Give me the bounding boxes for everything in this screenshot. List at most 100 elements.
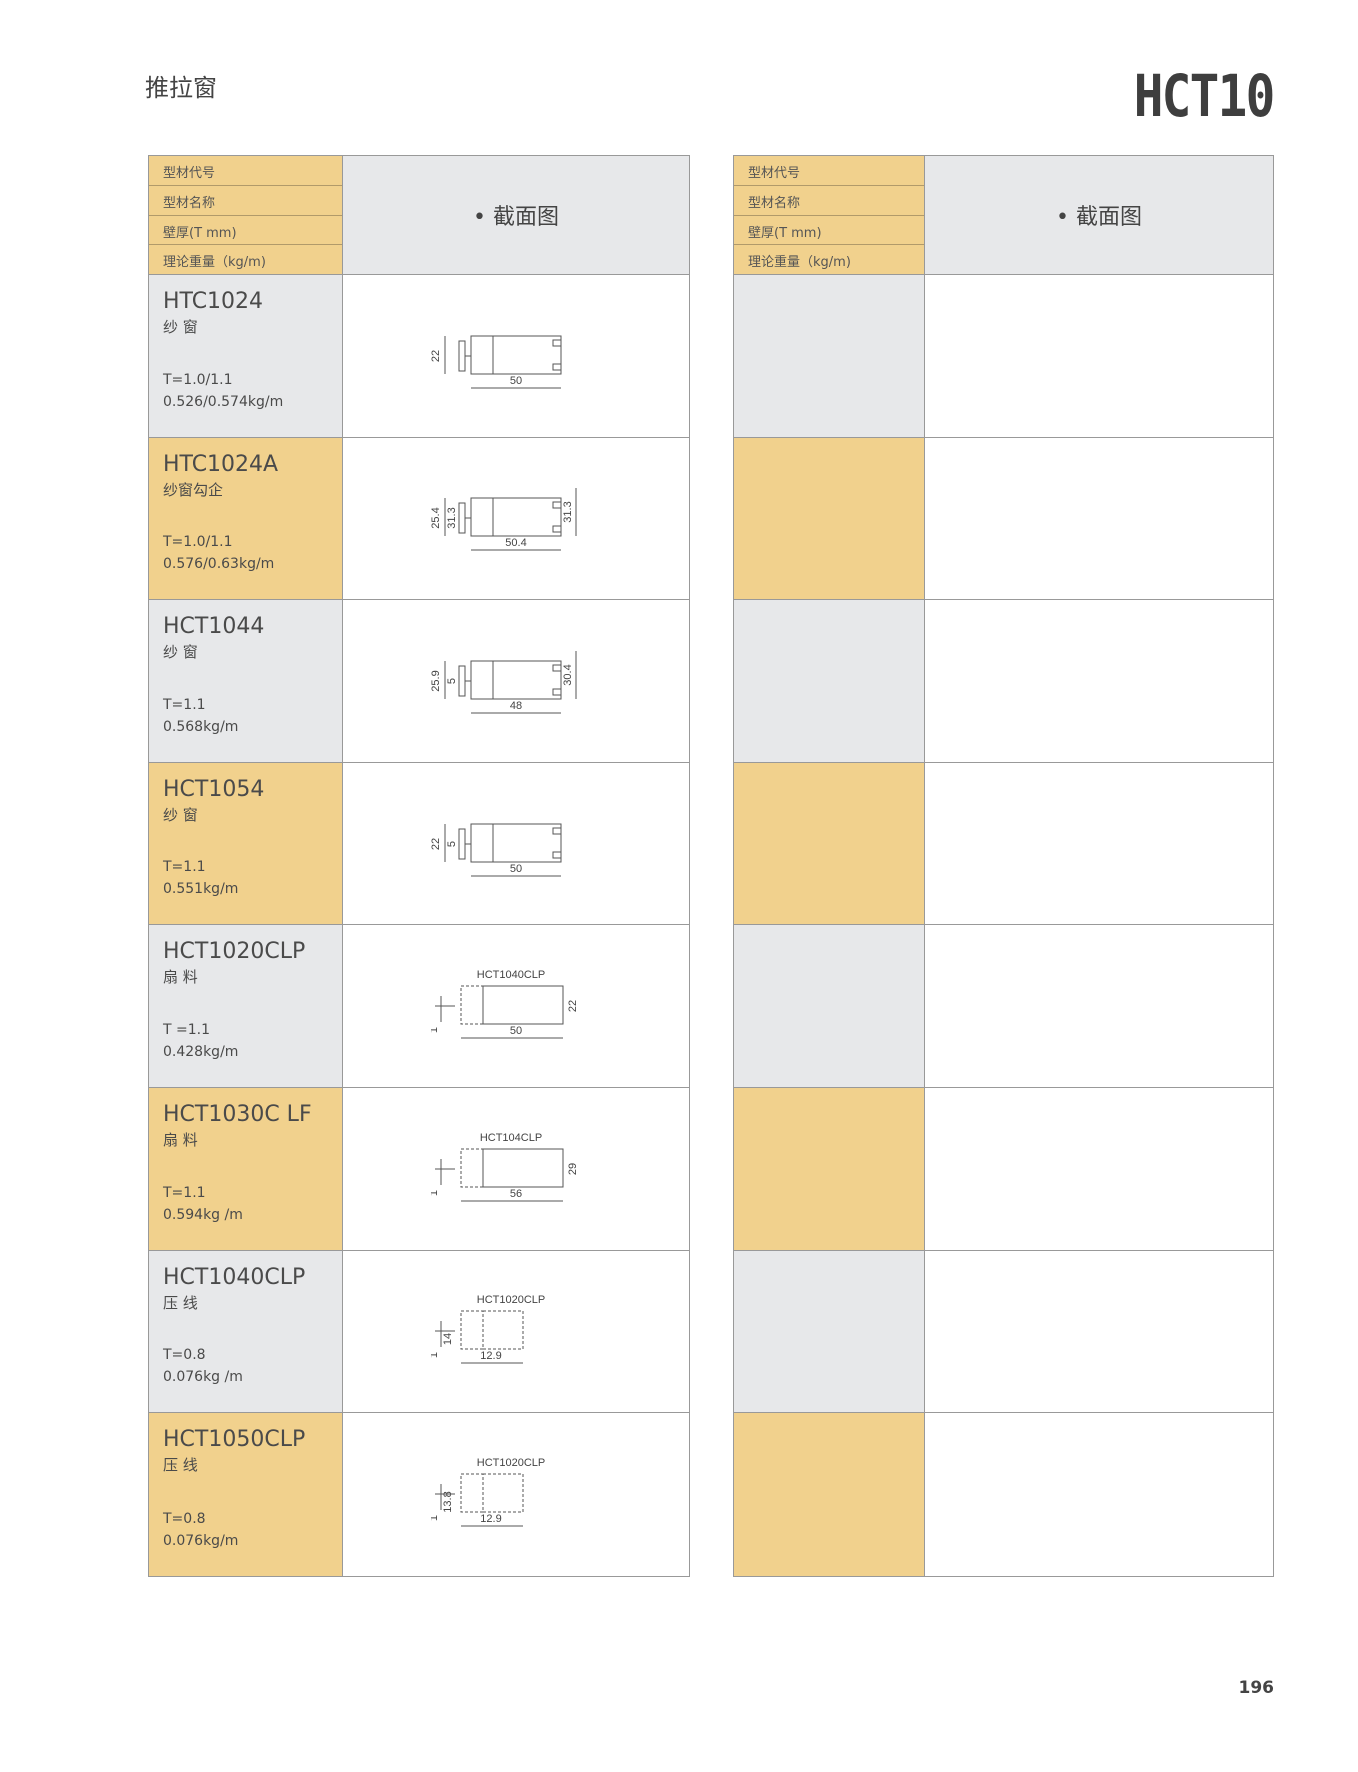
profile-info: HTC1024A 纱窗勾企 T=1.0/1.1 0.576/0.63kg/m [149,437,343,600]
theoretical-weight: 0.576/0.63kg/m [163,556,275,573]
empty-section-cell [925,1088,1273,1250]
profile-row: HCT1054 纱 窗 T=1.1 0.551kg/m 22 50 5 [149,762,689,926]
dimension-label: 12.9 [480,1513,501,1525]
profile-info: HCT1050CLP 压 线 T=0.8 0.076kg/m [149,1413,343,1576]
empty-row [734,1413,1273,1576]
wall-thickness: T=0.8 [163,1347,206,1364]
dimension-label: 22 [431,837,442,849]
profile-row: HTC1024 纱 窗 T=1.0/1.1 0.526/0.574kg/m 22 5… [149,275,689,438]
header-code: 型材代号 [734,156,924,186]
dimension-label: 1 [431,1190,440,1196]
section-drawing: HCT1020CLP 113.8 12.9 [431,1457,545,1527]
dimension-label: 50 [510,1025,522,1037]
empty-row [734,1250,1273,1414]
profile-code: HCT1044 [163,614,265,640]
profile-code: HTC1024 [163,289,264,314]
section-drawing: HCT1020CLP 1 14 12.9 [431,1294,545,1364]
empty-section-cell [925,763,1273,925]
dimension-label: 50.4 [505,537,526,549]
profile-name: 纱窗勾企 [163,480,224,499]
profile-code: HCT1054 [163,776,265,802]
empty-info-cell [734,1250,925,1413]
section-drawing: 25.9 48 5 30.4 [431,650,577,714]
profile-row: HCT1030C LF 扇 料 T=1.1 0.594kg /m HCT104CL… [149,1087,689,1251]
profile-code: HCT1030C LF [163,1101,312,1127]
theoretical-weight: 0.568kg/m [163,718,239,735]
dimension-label: 50 [510,375,522,387]
section-drawing: 25.4 50.4 31.3 31.3 [431,488,577,551]
wall-thickness: T =1.1 [163,1021,210,1038]
header-section: • 截面图 [925,156,1273,274]
profile-code: HTC1024A [163,451,279,477]
wall-thickness: T=0.8 [163,1510,206,1527]
empty-section-cell [925,438,1273,600]
dimension-label: 1 [431,1027,440,1033]
theoretical-weight: 0.076kg /m [163,1369,243,1386]
profile-info: HTC1024 纱 窗 T=1.0/1.1 0.526/0.574kg/m [149,275,343,437]
profile-info: HCT1020CLP 扇 料 T =1.1 0.428kg/m [149,925,343,1087]
wall-thickness: T=1.1 [163,1184,206,1201]
empty-info-cell [734,1413,925,1576]
profile-name: 压 线 [163,1293,198,1312]
theoretical-weight: 0.428kg/m [163,1043,239,1060]
empty-section-cell [925,275,1273,437]
empty-info-cell [734,762,925,925]
section-cell: HCT1020CLP 113.8 12.9 [343,1413,689,1576]
profile-row: HCT1050CLP 压 线 T=0.8 0.076kg/m HCT1020CLP… [149,1413,689,1576]
header-weight: 理论重量（kg/m) [163,255,266,271]
wall-thickness: T=1.0/1.1 [163,371,233,388]
profile-name: 压 线 [163,1456,198,1475]
empty-row [734,1087,1273,1251]
empty-row [734,600,1273,763]
header-name: 型材名称 [149,186,342,216]
reference-label: HCT1020CLP [477,1294,545,1306]
section-drawing: HCT1040CLP 1 22 50 [431,969,579,1039]
header-code: 型材代号 [149,156,342,186]
dimension-label: 1 [431,1352,440,1358]
dimension-label: 13.8 [442,1492,454,1513]
dimension-label: 30.4 [562,664,574,685]
profile-code: HCT1020CLP [163,939,306,965]
dimension-label: 31.3 [562,502,574,523]
dimension-label: 5 [446,841,458,847]
dimension-label: 22 [431,350,442,362]
profile-table: 型材代号 型材名称 壁厚(T mm) 理论重量（kg/m) • 截面图 HTC1… [148,155,690,1577]
profile-row: HCT1044 纱 窗 T=1.1 0.568kg/m 25.9 48 5 30.4 [149,600,689,763]
empty-row [734,275,1273,438]
dimension-label: 48 [510,700,522,712]
empty-info-cell [734,437,925,600]
theoretical-weight: 0.551kg/m [163,881,239,898]
theoretical-weight: 0.526/0.574kg/m [163,393,284,410]
section-cell: 25.9 48 5 30.4 [343,600,689,762]
dimension-label: 12.9 [480,1350,501,1362]
dimension-label: 1 [431,1515,440,1521]
profile-name: 纱 窗 [163,805,198,824]
empty-info-cell [734,1087,925,1250]
profile-info: HCT1044 纱 窗 T=1.1 0.568kg/m [149,600,343,762]
table-header: 型材代号 型材名称 壁厚(T mm) 理论重量（kg/m) • 截面图 [734,156,1273,275]
dimension-label: 5 [446,678,458,684]
empty-section-cell [925,925,1273,1087]
profile-info: HCT1040CLP 压 线 T=0.8 0.076kg /m [149,1250,343,1413]
reference-label: HCT104CLP [480,1132,542,1144]
empty-row [734,925,1273,1088]
reference-label: HCT1020CLP [477,1457,545,1469]
theoretical-weight: 0.594kg /m [163,1206,243,1223]
section-cell: 25.4 50.4 31.3 31.3 [343,438,689,600]
profile-code: HCT1050CLP [163,1427,306,1453]
empty-section-cell [925,1251,1273,1413]
empty-info-cell [734,275,925,437]
empty-section-cell [925,600,1273,762]
profile-name: 扇 料 [163,1130,198,1149]
series-code: HCT10 [1134,62,1276,130]
header-name: 型材名称 [734,186,924,216]
empty-section-cell [925,1413,1273,1576]
theoretical-weight: 0.076kg/m [163,1532,239,1549]
empty-row [734,762,1273,926]
profile-info: HCT1054 纱 窗 T=1.1 0.551kg/m [149,762,343,925]
table-header: 型材代号 型材名称 壁厚(T mm) 理论重量（kg/m) • 截面图 [149,156,689,275]
dimension-label: 25.9 [431,670,442,691]
empty-info-cell [734,925,925,1087]
dimension-label: 50 [510,863,522,875]
profile-row: HCT1040CLP 压 线 T=0.8 0.076kg /m HCT1020CL… [149,1250,689,1414]
